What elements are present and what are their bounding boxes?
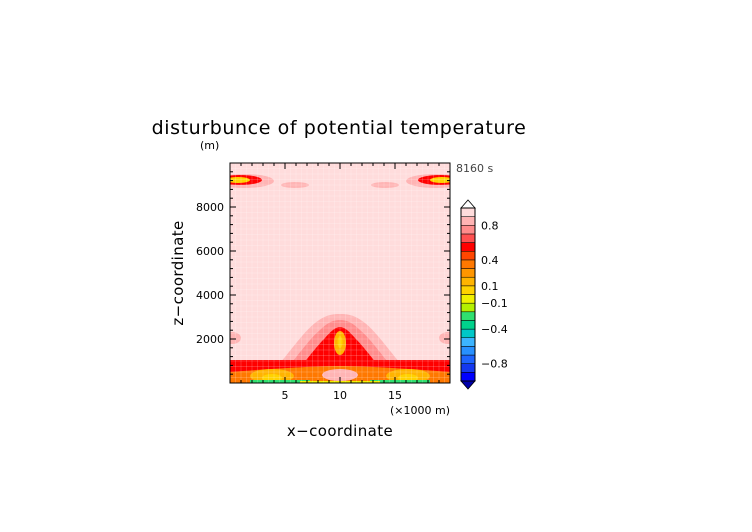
y-unit-label: (m) [200, 139, 219, 152]
colorbar-min-arrow [460, 380, 476, 390]
colorbar-segment [460, 354, 476, 364]
x-axis: 5 10 15 [229, 163, 451, 402]
colorbar: 0.8 0.4 0.1 −0.1 −0.4 −0.8 [460, 199, 508, 390]
chart-title: disturbunce of potential temperature [152, 117, 527, 139]
colorbar-segment [460, 372, 476, 382]
colorbar-segment [460, 294, 476, 304]
colorbar-segment [460, 251, 476, 261]
colorbar-segment [460, 259, 476, 269]
x-tick-label: 10 [333, 389, 347, 402]
colorbar-segment [460, 233, 476, 243]
colorbar-label: −0.4 [481, 323, 508, 336]
x-tick-label: 15 [388, 389, 402, 402]
time-label: 8160 s [456, 162, 493, 175]
colorbar-segment [460, 207, 476, 217]
left-side-patch [230, 332, 241, 344]
colorbar-segment [460, 216, 476, 226]
colorbar-segment [460, 337, 476, 347]
colorbar-segment [460, 320, 476, 330]
colorbar-segment [460, 328, 476, 339]
colorbar-segment [460, 302, 476, 313]
colorbar-segment [460, 242, 476, 252]
colorbar-segment [460, 285, 476, 295]
grid-texture [230, 163, 450, 383]
colorbar-label: 0.1 [481, 280, 499, 293]
plot-area [230, 163, 450, 383]
x-tick-label: 5 [282, 389, 289, 402]
y-axis-title: z−coordinate [169, 220, 187, 325]
colorbar-label: −0.1 [481, 297, 508, 310]
colorbar-segment [460, 225, 476, 235]
right-side-patch [439, 332, 450, 344]
colorbar-segment [460, 346, 476, 356]
y-tick-label: 2000 [196, 333, 224, 346]
colorbar-segment [460, 311, 476, 321]
colorbar-segment [460, 268, 476, 278]
y-tick-label: 8000 [196, 201, 224, 214]
y-tick-label: 6000 [196, 245, 224, 258]
y-tick-label: 4000 [196, 289, 224, 302]
upper-left-band [230, 174, 309, 188]
colorbar-segment [460, 363, 476, 373]
upper-right-band [371, 174, 450, 188]
colorbar-max-arrow [460, 199, 476, 209]
colorbar-segment [460, 276, 476, 287]
y-axis: 2000 4000 6000 8000 [196, 162, 450, 384]
colorbar-label: −0.8 [481, 358, 508, 371]
colorbar-label: 0.8 [481, 219, 499, 232]
x-unit-label: (×1000 m) [390, 404, 450, 417]
x-axis-title: x−coordinate [287, 422, 393, 440]
colorbar-label: 0.4 [481, 254, 499, 267]
